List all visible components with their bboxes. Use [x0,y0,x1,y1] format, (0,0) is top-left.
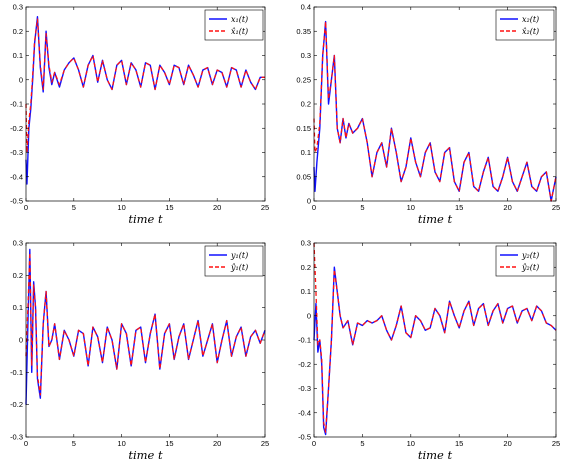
legend-entry-label: y₂(t) [521,251,539,260]
panel-4: 0 5 10 15 20 25 -0.5 -0.4 -0.3 -0.2 -0.1 0 0.1 0.2 0.3… [298,239,560,463]
x-tick-label: 15 [165,203,173,212]
legend-box [495,245,555,277]
y-tick-label: 0.1 [13,303,23,312]
y-tick-label: 0.15 [296,124,311,133]
x-tick-label: 5 [72,203,76,212]
y-tick-label: -0.3 [298,384,311,393]
y-tick-label: 0.35 [296,27,311,36]
x-tick-label: 25 [552,439,560,448]
y-tick-label: 0.3 [13,239,23,248]
x-axis-label: time t [128,448,163,462]
x-tick-label: 5 [360,439,364,448]
x-tick-label: 15 [455,203,463,212]
x-tick-label: 20 [213,439,221,448]
x-tick-label: 25 [552,203,560,212]
x-tick-label: 10 [117,439,125,448]
y-tick-label: 0 [19,336,23,345]
y-tick-label: -0.2 [10,400,23,409]
x-tick-label: 10 [407,203,415,212]
x-tick-label: 20 [503,203,511,212]
x-axis-label: time t [418,448,453,462]
series-line-true [25,16,265,185]
x-tick-label: 15 [165,439,173,448]
legend-box [204,245,264,277]
y-tick-label: 0.2 [301,100,311,109]
x-tick-label: 20 [503,439,511,448]
x-tick-label: 0 [24,439,28,448]
panel-3: 0 5 10 15 20 25 -0.3 -0.2 -0.1 0 0.1 0.2 0.3 time t y₁… [10,239,269,463]
legend: y₁(t) ŷ₁(t) [204,245,264,277]
y-tick-label: 0.2 [13,27,23,36]
y-tick-label: 0.25 [296,75,311,84]
legend: x₁(t) x̂₁(t) [204,9,264,41]
series-line-estimate [25,252,266,396]
y-tick-label: 0.3 [301,239,311,248]
x-tick-label: 0 [312,203,316,212]
y-tick-label: -0.1 [298,336,311,345]
x-axis-label: time t [128,212,163,226]
legend-entry-label: ŷ₂(t) [521,263,539,272]
y-tick-label: 0.05 [296,172,311,181]
y-tick-label: -0.1 [10,368,23,377]
x-tick-label: 15 [455,439,463,448]
y-tick-label: -0.2 [298,360,311,369]
y-tick-label: -0.2 [10,124,23,133]
y-tick-label: 0.1 [301,148,311,157]
legend: y₂(t) ŷ₂(t) [495,245,555,277]
panel-1: 0 5 10 15 20 25 -0.5 -0.4 -0.3 -0.2 -0.1 0 0.1 0.2 0.3… [10,3,269,227]
x-tick-label: 0 [24,203,28,212]
y-tick-label: 0.1 [301,287,311,296]
series-line-estimate [313,242,557,433]
y-tick-label: 0.2 [13,271,23,280]
x-tick-label: 0 [312,439,316,448]
legend-entry-label: x̂₂(t) [522,27,539,36]
y-tick-label: 0 [19,75,23,84]
x-tick-label: 10 [117,203,125,212]
y-tick-label: -0.4 [10,172,23,181]
x-axis-label: time t [418,212,453,226]
legend-entry-label: y₁(t) [230,251,248,260]
x-tick-label: 25 [261,203,269,212]
x-tick-label: 25 [261,439,269,448]
y-tick-label: -0.4 [298,408,311,417]
series-line-true [313,266,557,436]
series-line-estimate [313,20,557,202]
x-tick-label: 5 [72,439,76,448]
x-tick-label: 5 [360,203,364,212]
y-tick-label: 0 [307,197,311,206]
y-tick-label: 0.4 [301,3,311,12]
x-tick-label: 10 [407,439,415,448]
y-tick-label: -0.3 [10,148,23,157]
y-tick-label: 0.3 [301,51,311,60]
x-tick-label: 20 [213,203,221,212]
legend-box [495,9,555,41]
y-tick-label: -0.1 [10,100,23,109]
series-line-true [313,20,557,202]
legend-box [204,9,264,41]
y-tick-label: 0.3 [13,3,23,12]
legend: x₂(t) x̂₂(t) [495,9,555,41]
legend-entry-label: x₁(t) [231,15,248,24]
legend-entry-label: x̂₁(t) [231,27,248,36]
panel-2: 0 5 10 15 20 25 0 0.05 0.1 0.15 0.2 0.25 0.3 0.35 0.4 t… [296,3,560,227]
y-tick-label: 0.1 [13,51,23,60]
y-tick-label: 0 [307,311,311,320]
y-tick-label: -0.5 [10,197,23,206]
y-tick-label: -0.3 [10,433,23,442]
legend-entry-label: ŷ₁(t) [230,263,248,272]
y-tick-label: -0.5 [298,433,311,442]
y-tick-label: 0.2 [301,263,311,272]
legend-entry-label: x₂(t) [522,15,539,24]
